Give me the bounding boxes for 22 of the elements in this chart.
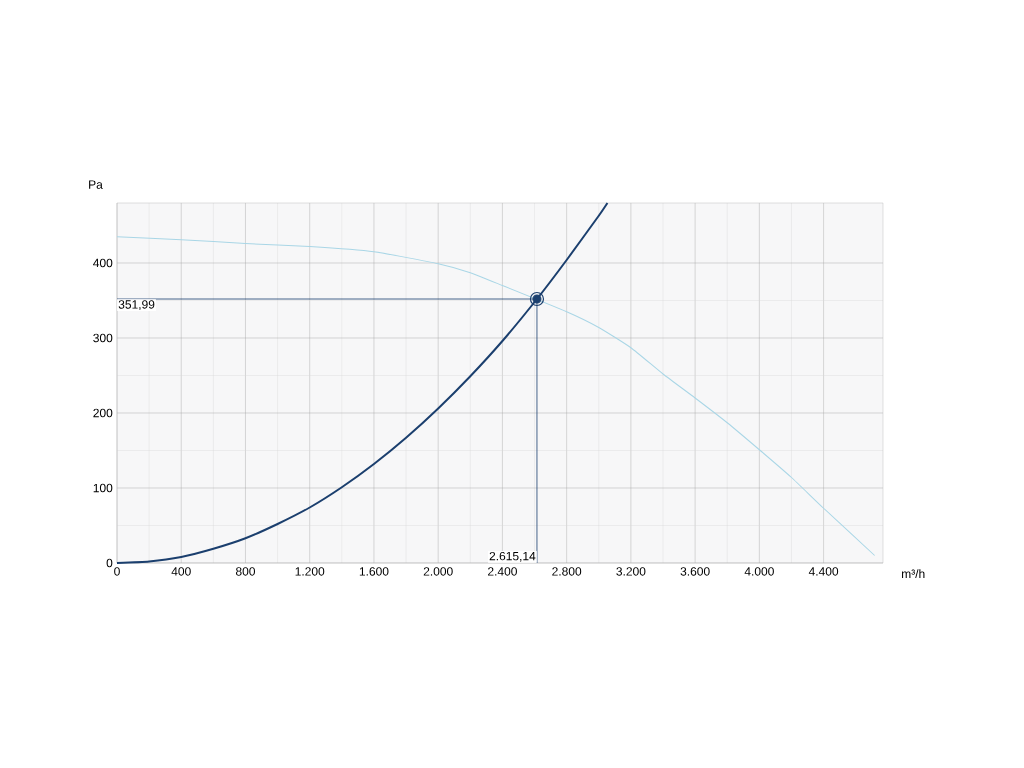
- x-tick-label: 0: [114, 567, 120, 576]
- x-tick-label: 2.000: [423, 567, 453, 576]
- x-tick-label: 4.400: [808, 567, 839, 576]
- x-axis-title: m³/h: [902, 569, 925, 578]
- x-tick-label: 2.800: [552, 567, 582, 576]
- y-tick-label: 100: [93, 483, 113, 493]
- x-tick-label: 3.200: [616, 567, 646, 576]
- y-tick-label: 0: [106, 558, 113, 568]
- x-tick-label: 1.600: [359, 567, 389, 576]
- x-tick-label: 2.400: [488, 567, 517, 576]
- y-tick-label: 400: [93, 258, 113, 268]
- y-tick-label: 300: [93, 333, 113, 343]
- line-series: [116, 201, 609, 564]
- x-tick-label: 4.000: [744, 567, 774, 576]
- x-tick-label: 3.600: [680, 567, 710, 576]
- ref-line-label: 351,99: [118, 300, 155, 311]
- ref-line-label: 2.615,14: [489, 551, 536, 562]
- y-axis-title: Pa: [89, 180, 103, 189]
- y-tick-label: 200: [93, 408, 113, 418]
- x-tick-label: 1.200: [295, 567, 325, 576]
- x-tick-label: 400: [171, 567, 191, 576]
- x-tick-label: 800: [235, 567, 256, 576]
